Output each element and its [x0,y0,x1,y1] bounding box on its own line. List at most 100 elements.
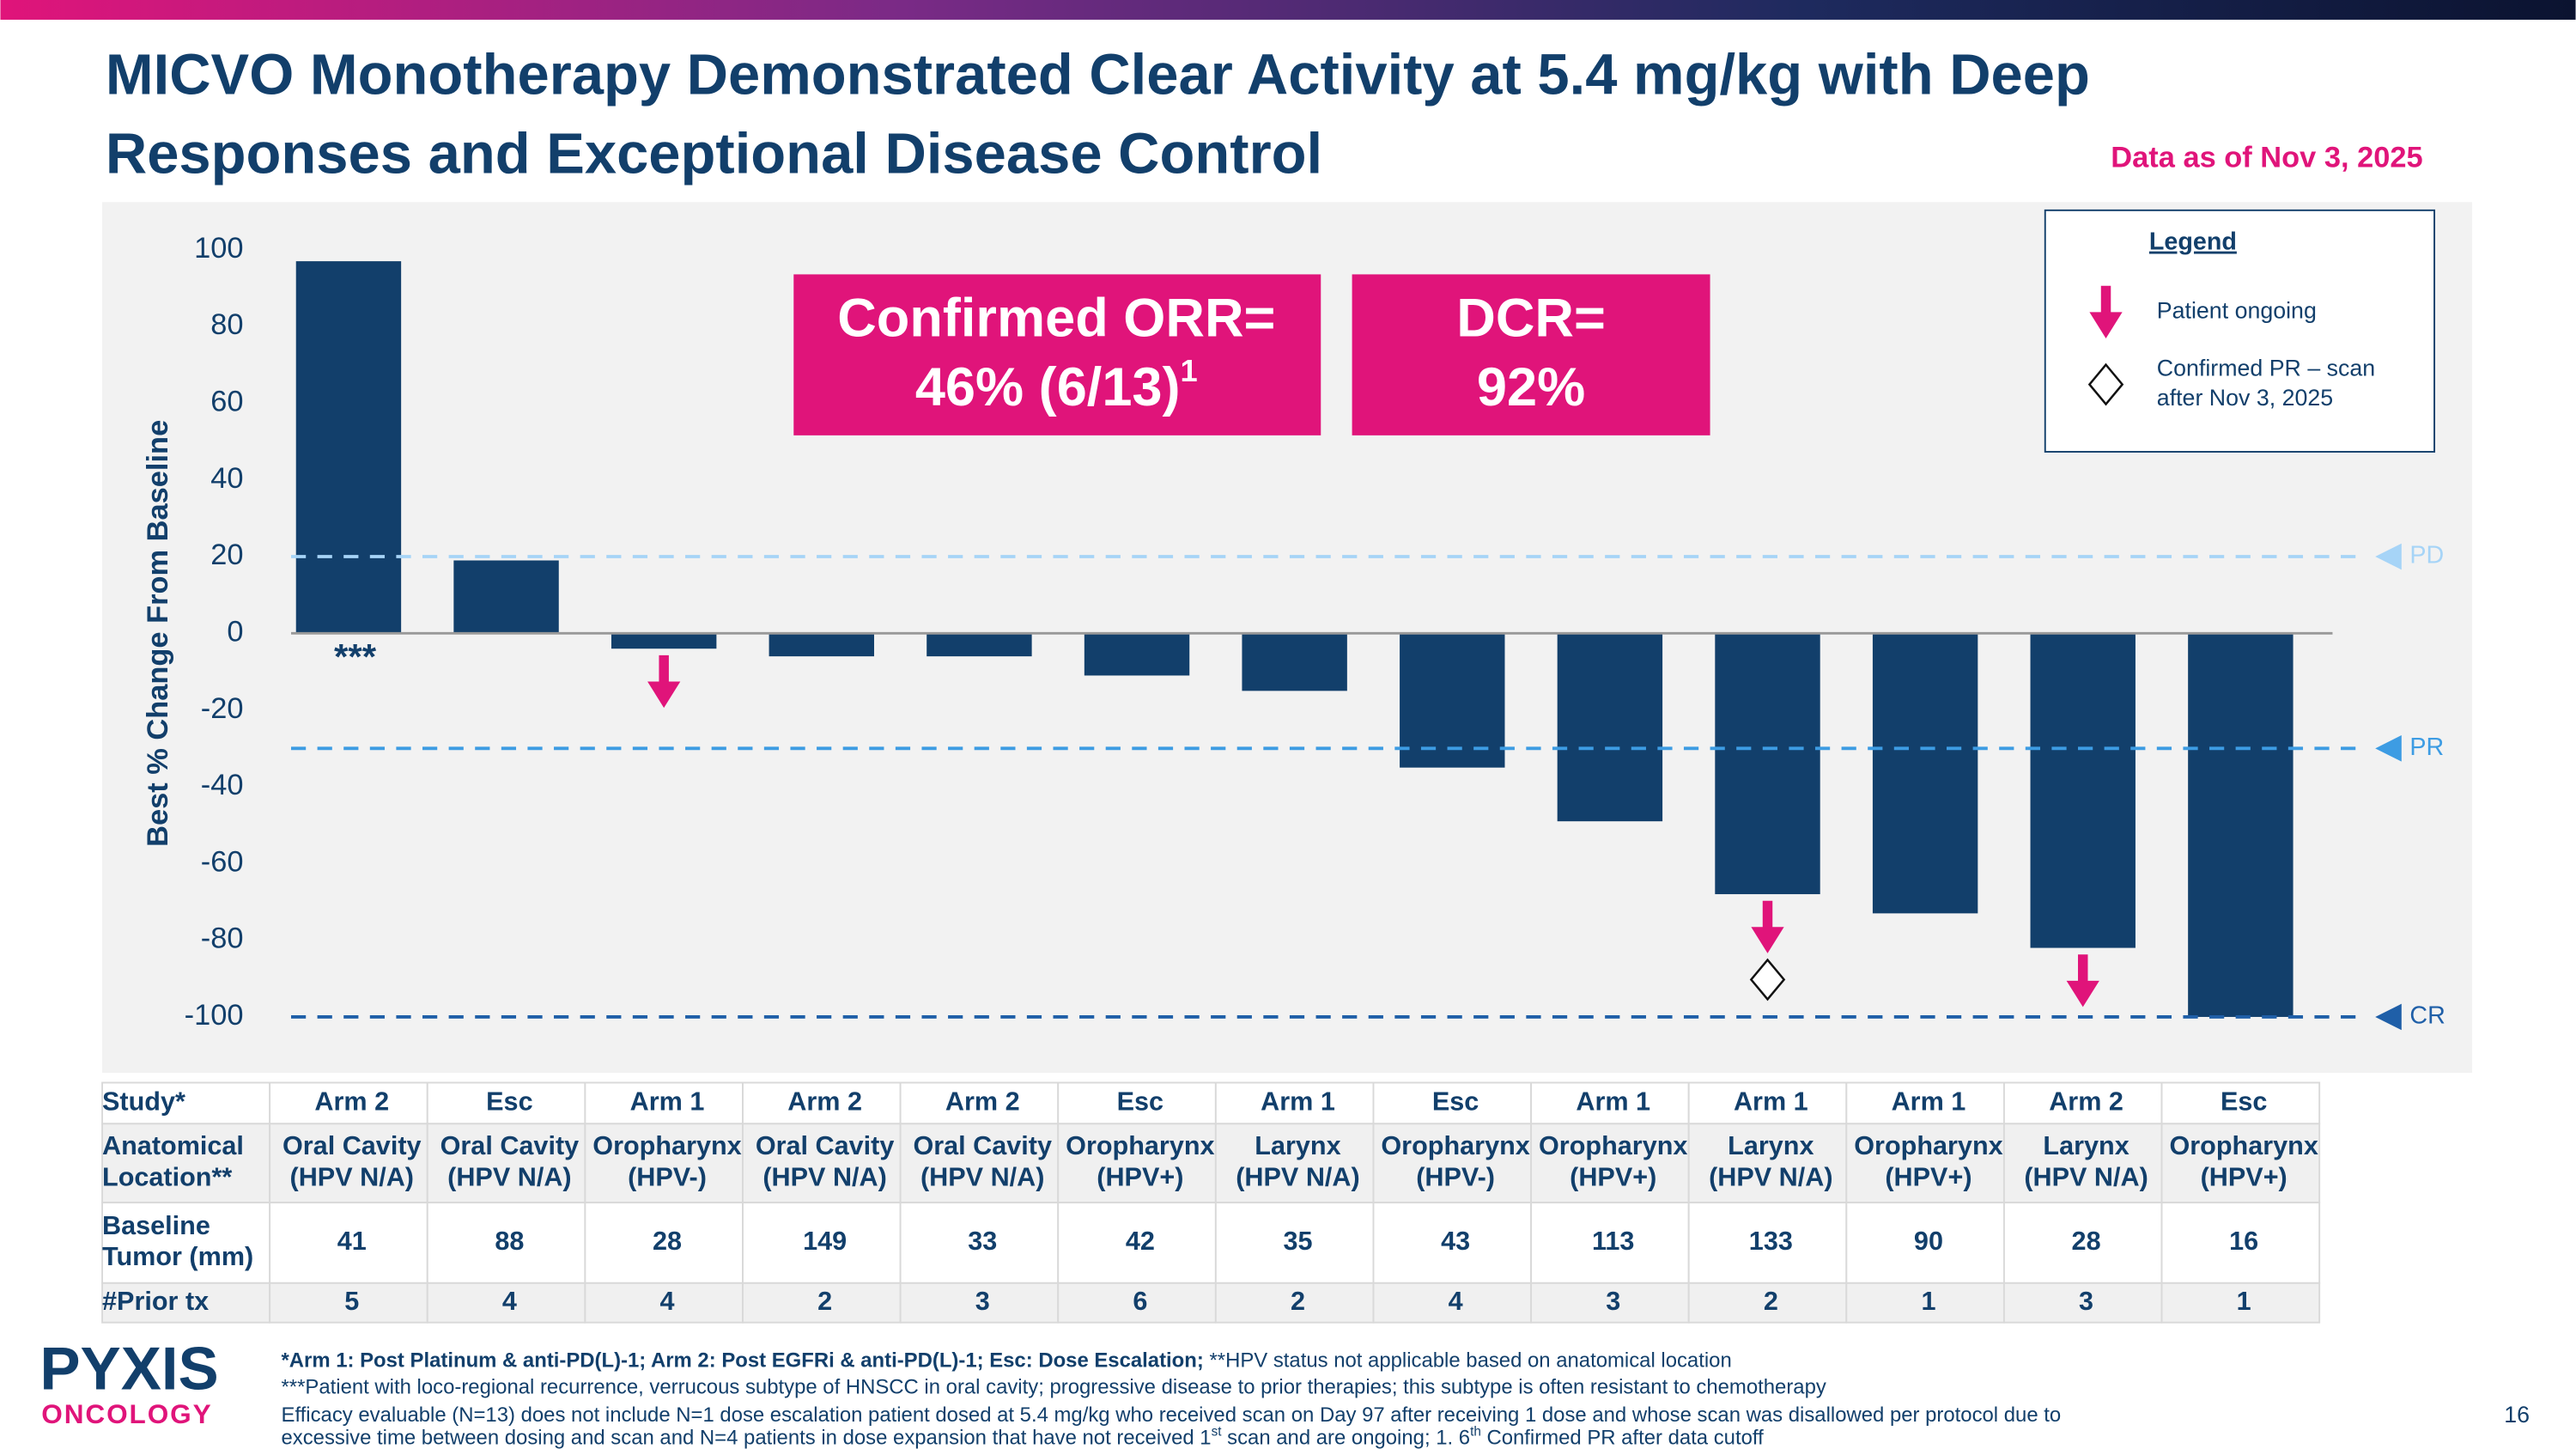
row-header: Location** [102,1162,232,1191]
cell-text: (HPV N/A) [762,1162,886,1191]
cell-text: Oropharynx [1539,1131,1687,1160]
table-cell [2002,1123,2163,1204]
cell-text: (HPV-) [1416,1162,1495,1191]
cell-text: 1 [1921,1287,1935,1316]
table-cell [584,1202,744,1284]
bar [1557,633,1663,822]
cell-text: Esc [1432,1087,1479,1116]
table-cell [1214,1202,1375,1284]
footnote-part: *Arm 1: Post Platinum & anti-PD(L)-1; Ar… [282,1349,1204,1373]
cell-text: 42 [1126,1227,1155,1256]
y-tick-label: 60 [210,385,243,417]
table-cell [1214,1081,1375,1125]
row-header: Baseline [102,1211,210,1240]
table-cell [101,1081,271,1125]
bar [611,633,717,649]
table-cell [1214,1282,1375,1324]
cell-text: 88 [495,1227,524,1256]
reference-label: PD [2409,542,2444,569]
table-cell [2002,1282,2163,1324]
callout-text: Confirmed ORR= [837,289,1275,349]
dcr-box [1352,274,1710,435]
cell-text: (HPV N/A) [920,1162,1044,1191]
title-line: MICVO Monotherapy Demonstrated Clear Act… [106,42,2090,107]
cell-text: 6 [1133,1287,1147,1316]
table-cell [584,1081,744,1125]
cell-text: Oropharynx [2169,1131,2318,1160]
cell-text: Oropharynx [1854,1131,2002,1160]
cell-text: Larynx [2043,1131,2129,1160]
cell-text: 3 [2079,1287,2093,1316]
footnote: *Arm 1: Post Platinum & anti-PD(L)-1; Ar… [282,1349,1732,1373]
cell-text: Arm 1 [1892,1087,1966,1116]
footnote-part: excessive time between dosing and scan a… [282,1427,1212,1449]
cell-text: 90 [1914,1227,1943,1256]
reference-marker [2375,543,2402,570]
bar [2188,633,2293,1017]
reference-marker [2375,1003,2402,1031]
y-axis-label: Best % Change From Baseline [142,420,174,847]
chart: -100 -80 -60 -40 -20 0 20 40 60 80 100 Best % Chang… [142,232,2445,1032]
cell-text: 2 [1291,1287,1305,1316]
cell-text: Larynx [1728,1131,1814,1160]
cell-text: 41 [337,1227,367,1256]
cell-text: Oral Cavity [756,1131,895,1160]
bar [927,633,1032,657]
table-cell [1057,1123,1217,1204]
data-date: Data as of Nov 3, 2025 [2111,142,2422,174]
bar-note: *** [334,636,377,677]
cell-text: Arm 2 [2049,1087,2123,1116]
cell-text: 5 [344,1287,359,1316]
legend-label: after Nov 3, 2025 [2157,385,2333,411]
y-tick-label: -20 [201,692,244,725]
cell-text: 4 [502,1287,517,1316]
cell-text: Arm 2 [787,1087,862,1116]
cell-text: Arm 1 [630,1087,705,1116]
footnote-sup: th [1470,1424,1481,1439]
footnote-part: Confirmed PR after data cutoff [1481,1427,1764,1449]
bar [1084,633,1190,676]
page-number: 16 [2504,1402,2530,1428]
cell-text: Esc [486,1087,532,1116]
callout-text: 92% [1477,357,1585,417]
cell-text: (HPV-) [628,1162,707,1191]
cell-text: 2 [1764,1287,1778,1316]
footnote-part: scan and are ongoing; 1. 6 [1222,1427,1471,1449]
legend-label: Patient ongoing [2157,297,2317,323]
reference-label: PR [2409,734,2444,761]
cell-text: Arm 1 [1734,1087,1808,1116]
table-cell [426,1081,586,1125]
legend-title: Legend [2149,228,2237,256]
bar [453,560,559,634]
footnote: excessive time between dosing and scan a… [282,1424,1765,1449]
callout-text: 46% (6/13) [915,357,1181,417]
legend-arrow [2089,285,2123,339]
cell-text: 3 [975,1287,990,1316]
table-cell [101,1202,271,1284]
cell-text: Oropharynx [592,1131,741,1160]
cell-text: 113 [1592,1227,1634,1256]
logo-sub: ONCOLOGY [41,1398,212,1429]
y-tick-label: 0 [227,615,243,648]
logo-name: PYXIS [39,1335,218,1403]
table-cell [742,1282,902,1324]
table-cell [899,1282,1060,1324]
row-header: Anatomical [102,1131,244,1160]
top-banner [0,0,2576,20]
footnote-part: **HPV status not applicable based on ana… [1204,1349,1732,1373]
bar [2030,633,2136,948]
table-cell [899,1081,1060,1125]
cell-text: 1 [2237,1287,2251,1316]
table-cell [899,1202,1060,1284]
table-cell [742,1202,902,1284]
cell-text: 43 [1441,1227,1470,1256]
y-tick-label: 40 [210,462,243,495]
cell-text: 2 [817,1287,832,1316]
cell-text: 3 [1606,1287,1620,1316]
title-line: Responses and Exceptional Disease Contro… [106,121,1322,186]
legend-diamond [2087,362,2124,406]
table-cell [1687,1202,1848,1284]
footnote: Efficacy evaluable (N=13) does not inclu… [282,1403,2062,1427]
